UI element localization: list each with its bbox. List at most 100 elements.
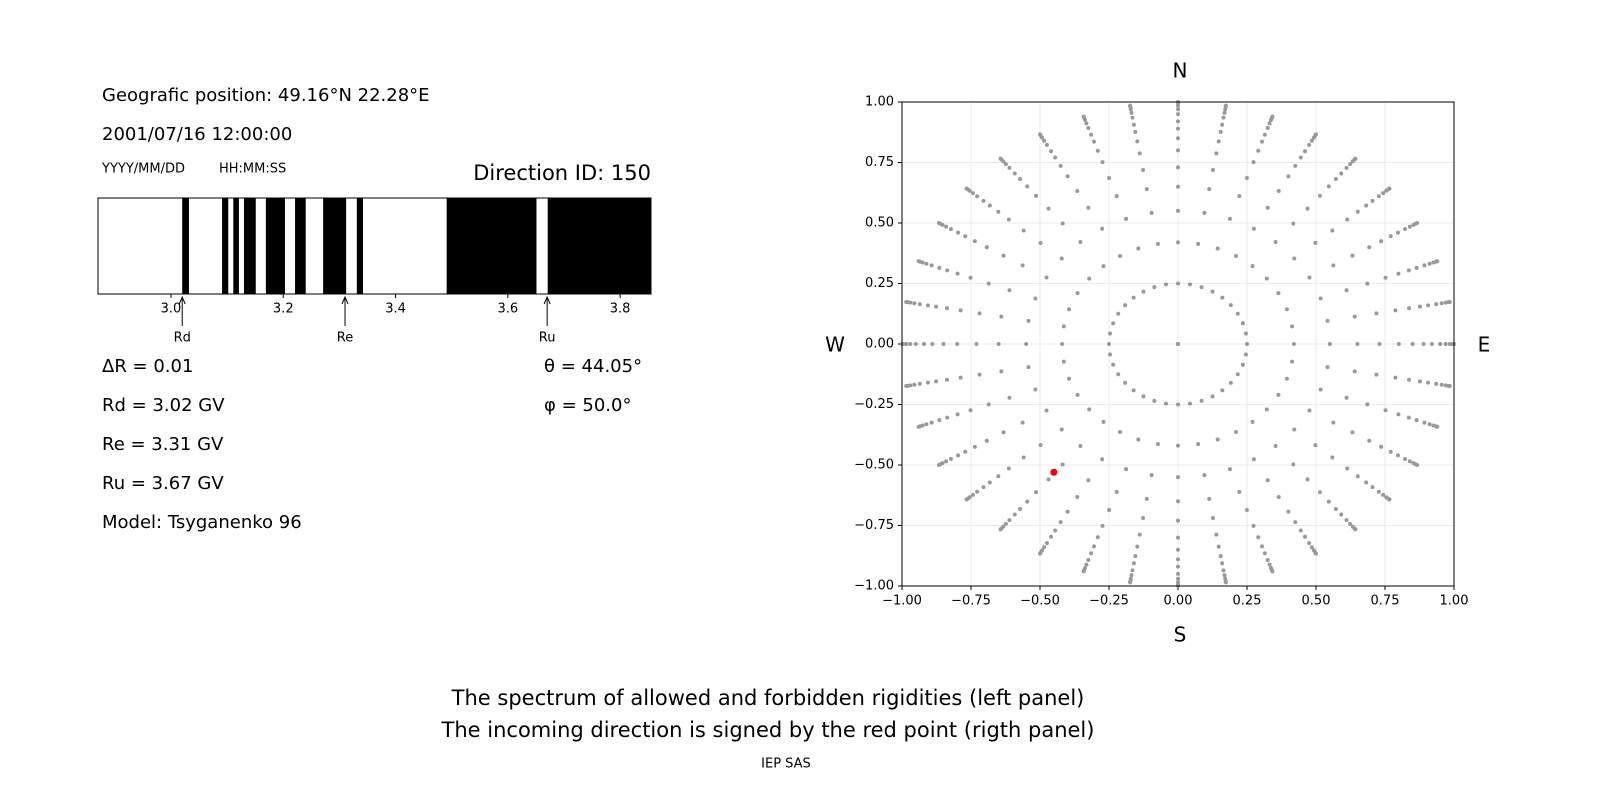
direction-point (1331, 420, 1336, 425)
direction-point (1215, 246, 1220, 251)
direction-point (1026, 318, 1031, 323)
direction-point (1348, 162, 1353, 167)
direction-point (1267, 121, 1272, 126)
direction-point (1284, 376, 1289, 381)
rd: Rd = 3.02 GV (102, 395, 225, 416)
direction-point (916, 259, 921, 264)
direction-point (1276, 494, 1281, 499)
direction-point (996, 209, 1001, 214)
direction-point (1020, 420, 1025, 425)
direction-point (1221, 568, 1226, 573)
x-tick-label: 1.00 (1440, 594, 1469, 609)
direction-point (958, 375, 963, 380)
datetime: 2001/07/16 12:00:00 (102, 124, 292, 145)
direction-point (1426, 303, 1431, 308)
direction-point (1406, 268, 1411, 273)
direction-point (1302, 149, 1307, 154)
x-tick-label: 0.25 (1233, 594, 1262, 609)
direction-point (948, 227, 953, 232)
direction-point (1006, 217, 1011, 222)
caption-line: The spectrum of allowed and forbidden ri… (451, 686, 1085, 710)
direction-point (1381, 191, 1386, 196)
compass-e: E (1478, 333, 1491, 357)
direction-point (1403, 456, 1408, 461)
direction-point (1228, 303, 1233, 308)
direction-point (1243, 331, 1248, 336)
forbidden-band (233, 198, 239, 294)
forbidden-band (356, 198, 363, 294)
direction-point (964, 497, 969, 502)
direction-point (1410, 342, 1415, 346)
direction-point (1393, 375, 1398, 380)
marker-arrowhead (543, 295, 551, 305)
direction-point (1374, 311, 1379, 316)
direction-point (1325, 318, 1330, 323)
direction-point (1260, 544, 1265, 549)
direction-point (1018, 177, 1023, 182)
direction-point (1130, 115, 1135, 120)
direction-point (1135, 544, 1140, 549)
direction-point (1265, 478, 1270, 483)
direction-point (1307, 275, 1312, 280)
direction-point (1421, 342, 1426, 346)
direction-point (1100, 160, 1105, 165)
phi: φ = 50.0° (544, 395, 631, 416)
direction-point (981, 485, 986, 490)
direction-point (1417, 304, 1422, 309)
direction-point (904, 299, 909, 304)
direction-point (1265, 125, 1270, 130)
forbidden-band (446, 198, 537, 294)
x-tick-label: 3.4 (385, 302, 406, 317)
direction-point (1367, 245, 1372, 250)
direction-point (1176, 557, 1180, 562)
direction-point (1176, 107, 1180, 112)
direction-point (1118, 253, 1123, 258)
direction-point (1038, 240, 1043, 245)
direction-point (1276, 189, 1281, 194)
direction-point (1443, 342, 1448, 346)
direction-point (1155, 442, 1160, 447)
x-tick-label: 3.0 (161, 302, 182, 317)
direction-point (1001, 430, 1006, 435)
forbidden-band (547, 198, 651, 294)
x-tick-label: 0.00 (1164, 594, 1193, 609)
direction-point (1245, 342, 1249, 346)
direction-point (981, 198, 986, 203)
direction-point (1383, 275, 1388, 280)
direction-point (1124, 216, 1129, 221)
spectrum-border (97, 197, 652, 295)
direction-point (1350, 430, 1355, 435)
direction-point (1108, 352, 1113, 357)
direction-point (944, 377, 949, 382)
direction-point (1393, 308, 1398, 313)
direction-point (1049, 534, 1054, 539)
date-format: YYYY/MM/DD (101, 162, 185, 177)
direction-point (968, 408, 973, 413)
direction-point (1176, 443, 1180, 448)
direction-point (998, 527, 1003, 532)
direction-point (1129, 110, 1134, 115)
direction-point (1044, 142, 1049, 147)
direction-point (1407, 224, 1412, 229)
direction-point (1114, 489, 1119, 494)
direction-point (1216, 544, 1221, 549)
direction-point (1284, 307, 1289, 312)
direction-point (1439, 382, 1444, 387)
direction-point (1123, 380, 1128, 385)
direction-point (1108, 331, 1113, 336)
direction-point (1307, 541, 1312, 546)
direction-point (1176, 184, 1180, 189)
direction-point (1038, 132, 1042, 137)
direction-point (916, 424, 921, 429)
direction-point (1210, 289, 1215, 294)
direction-point (1091, 544, 1096, 549)
direction-point (1388, 234, 1393, 239)
direction-point (1075, 392, 1080, 397)
direction-point (1130, 568, 1135, 573)
direction-point (998, 156, 1003, 161)
direction-point (975, 194, 980, 199)
direction-point (1364, 203, 1369, 208)
direction-point (986, 402, 991, 407)
direction-point (1435, 259, 1440, 264)
